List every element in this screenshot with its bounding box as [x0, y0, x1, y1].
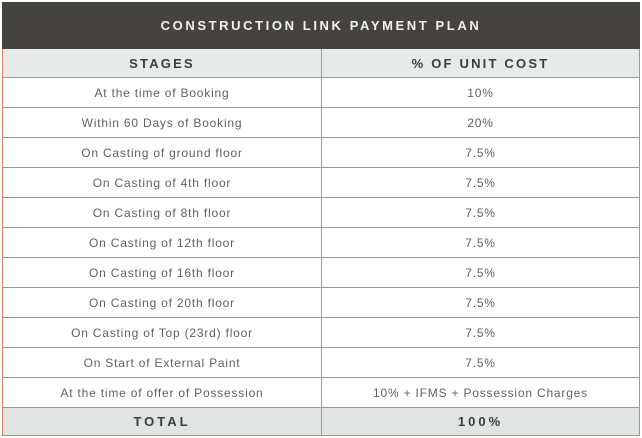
table-row: At the time of offer of Possession 10% +…	[3, 377, 639, 407]
table-row: On Start of External Paint 7.5%	[3, 347, 639, 377]
stage-cell: On Casting of 8th floor	[92, 205, 232, 220]
table-row: On Casting of 8th floor 7.5%	[3, 197, 639, 227]
payment-plan-title: CONSTRUCTION LINK PAYMENT PLAN	[160, 18, 482, 33]
stage-cell: Within 60 Days of Booking	[81, 115, 243, 130]
value-cell: 7.5%	[321, 258, 639, 287]
value-cell: 7.5%	[321, 318, 639, 347]
table-row: On Casting of 16th floor 7.5%	[3, 257, 639, 287]
table-header-row: STAGES % OF UNIT COST	[3, 49, 639, 77]
value-cell: 10%	[321, 78, 639, 107]
table-row: On Casting of Top (23rd) floor 7.5%	[3, 317, 639, 347]
table-row: On Casting of 12th floor 7.5%	[3, 227, 639, 257]
value-cell: 7.5%	[321, 168, 639, 197]
value-cell: 7.5%	[321, 198, 639, 227]
stage-cell: On Casting of 12th floor	[89, 235, 235, 250]
value-cell: 7.5%	[321, 228, 639, 257]
value-cell: 7.5%	[321, 288, 639, 317]
stage-cell: On Casting of Top (23rd) floor	[71, 325, 253, 340]
column-header-stages: STAGES	[129, 55, 195, 71]
table-row: On Casting of 20th floor 7.5%	[3, 287, 639, 317]
stage-cell: On Casting of ground floor	[81, 145, 243, 160]
table-row: At the time of Booking 10%	[3, 77, 639, 107]
table-row: On Casting of ground floor 7.5%	[3, 137, 639, 167]
total-row: TOTAL 100%	[3, 407, 639, 435]
table-row: Within 60 Days of Booking 20%	[3, 107, 639, 137]
stage-cell: On Casting of 16th floor	[89, 265, 235, 280]
table-row: On Casting of 4th floor 7.5%	[3, 167, 639, 197]
title-bar: CONSTRUCTION LINK PAYMENT PLAN	[2, 2, 640, 49]
stage-cell: On Start of External Paint	[83, 355, 241, 370]
total-label: TOTAL	[133, 414, 191, 429]
stage-cell: On Casting of 20th floor	[89, 295, 235, 310]
stage-cell: At the time of Booking	[94, 85, 230, 100]
payment-plan-table: STAGES % OF UNIT COST At the time of Boo…	[2, 49, 640, 436]
total-value: 100%	[321, 408, 639, 435]
stage-cell: On Casting of 4th floor	[92, 175, 232, 190]
value-cell: 7.5%	[321, 348, 639, 377]
value-cell: 10% + IFMS + Possession Charges	[321, 378, 639, 407]
column-header-unit-cost: % OF UNIT COST	[321, 49, 639, 77]
value-cell: 7.5%	[321, 138, 639, 167]
stage-cell: At the time of offer of Possession	[60, 385, 264, 400]
value-cell: 20%	[321, 108, 639, 137]
